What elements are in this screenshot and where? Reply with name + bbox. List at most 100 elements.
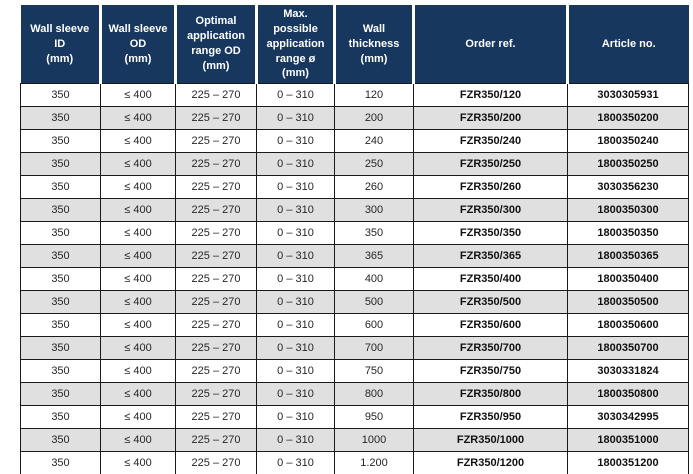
table-cell-wall_sleeve_id: 350 (20, 428, 101, 453)
table-cell-max_range_diameter: 0 – 310 (256, 221, 335, 246)
table-cell-optimal_range_od: 225 – 270 (175, 267, 257, 292)
table-cell-max_range_diameter: 0 – 310 (256, 198, 335, 223)
column-header-optimal-range-od: Optimal application range OD (mm) (175, 5, 258, 84)
table-cell-optimal_range_od: 225 – 270 (175, 428, 257, 453)
table-cell-wall_thickness: 260 (334, 175, 414, 200)
table-row: 350 ≤ 400 225 – 270 0 – 310 1000 FZR350/1000 1… (20, 428, 689, 453)
table-row: 350 ≤ 400 225 – 270 0 – 310 700 FZR350/700 180… (20, 336, 689, 361)
table-row: 350 ≤ 400 225 – 270 0 – 310 800 FZR350/800 180… (20, 382, 689, 407)
table-cell-wall_thickness: 500 (334, 290, 414, 315)
table-row: 350 ≤ 400 225 – 270 0 – 310 120 FZR350/120 303… (20, 83, 689, 108)
table-cell-article_no: 1800350250 (567, 152, 689, 177)
table-cell-max_range_diameter: 0 – 310 (256, 313, 335, 338)
table-row: 350 ≤ 400 225 – 270 0 – 310 240 FZR350/240 180… (20, 129, 689, 154)
table-cell-wall_sleeve_id: 350 (20, 313, 101, 338)
table-cell-max_range_diameter: 0 – 310 (256, 359, 335, 384)
table-cell-max_range_diameter: 0 – 310 (256, 290, 335, 315)
table-cell-wall_sleeve_id: 350 (20, 152, 101, 177)
table-cell-wall_thickness: 400 (334, 267, 414, 292)
column-header-wall-thickness: Wall thickness (mm) (334, 5, 415, 84)
table-cell-order_ref: FZR350/700 (413, 336, 568, 361)
table-cell-max_range_diameter: 0 – 310 (256, 405, 335, 430)
table-cell-max_range_diameter: 0 – 310 (256, 244, 335, 269)
table-cell-wall_sleeve_id: 350 (20, 382, 101, 407)
table-cell-max_range_diameter: 0 – 310 (256, 428, 335, 453)
column-header-article-no: Article no. (567, 5, 689, 84)
table-cell-max_range_diameter: 0 – 310 (256, 106, 335, 131)
table-cell-optimal_range_od: 225 – 270 (175, 221, 257, 246)
table-row: 350 ≤ 400 225 – 270 0 – 310 350 FZR350/350 180… (20, 221, 689, 246)
table-cell-article_no: 1800350200 (567, 106, 689, 131)
table-cell-optimal_range_od: 225 – 270 (175, 313, 257, 338)
table-cell-wall_sleeve_od: ≤ 400 (100, 336, 176, 361)
table-cell-order_ref: FZR350/1000 (413, 428, 568, 453)
table-cell-wall_thickness: 750 (334, 359, 414, 384)
table-cell-wall_sleeve_od: ≤ 400 (100, 106, 176, 131)
column-header-max-range-diameter: Max. possible application range ø (mm) (256, 5, 336, 84)
table-cell-wall_sleeve_id: 350 (20, 106, 101, 131)
table-header: Wall sleeve ID (mm) Wall sleeve OD (mm) … (20, 5, 689, 84)
table-header-row: Wall sleeve ID (mm) Wall sleeve OD (mm) … (20, 5, 689, 84)
table-cell-optimal_range_od: 225 – 270 (175, 152, 257, 177)
table-cell-wall_sleeve_od: ≤ 400 (100, 451, 176, 474)
table-cell-wall_thickness: 300 (334, 198, 414, 223)
table-cell-article_no: 1800350500 (567, 290, 689, 315)
table-cell-wall_sleeve_id: 350 (20, 83, 101, 108)
table-cell-wall_thickness: 1.200 (334, 451, 414, 474)
table-cell-wall_sleeve_od: ≤ 400 (100, 175, 176, 200)
table-cell-optimal_range_od: 225 – 270 (175, 290, 257, 315)
table-cell-wall_sleeve_od: ≤ 400 (100, 198, 176, 223)
table-cell-wall_thickness: 250 (334, 152, 414, 177)
table-cell-order_ref: FZR350/750 (413, 359, 568, 384)
table-cell-wall_sleeve_od: ≤ 400 (100, 129, 176, 154)
table-cell-max_range_diameter: 0 – 310 (256, 267, 335, 292)
table-cell-optimal_range_od: 225 – 270 (175, 106, 257, 131)
table-cell-order_ref: FZR350/950 (413, 405, 568, 430)
table-cell-max_range_diameter: 0 – 310 (256, 129, 335, 154)
table-row: 350 ≤ 400 225 – 270 0 – 310 260 FZR350/260 303… (20, 175, 689, 200)
table-cell-max_range_diameter: 0 – 310 (256, 83, 335, 108)
table-cell-wall_sleeve_od: ≤ 400 (100, 290, 176, 315)
table-cell-optimal_range_od: 225 – 270 (175, 244, 257, 269)
table-cell-optimal_range_od: 225 – 270 (175, 405, 257, 430)
table-cell-wall_thickness: 700 (334, 336, 414, 361)
table-cell-optimal_range_od: 225 – 270 (175, 336, 257, 361)
table-cell-wall_thickness: 120 (334, 83, 414, 108)
table-cell-max_range_diameter: 0 – 310 (256, 175, 335, 200)
table-cell-article_no: 3030342995 (567, 405, 689, 430)
table-cell-optimal_range_od: 225 – 270 (175, 451, 257, 474)
table-cell-article_no: 1800350300 (567, 198, 689, 223)
table-row: 350 ≤ 400 225 – 270 0 – 310 750 FZR350/750 303… (20, 359, 689, 384)
table-cell-wall_sleeve_od: ≤ 400 (100, 359, 176, 384)
table-cell-article_no: 1800350700 (567, 336, 689, 361)
table-cell-max_range_diameter: 0 – 310 (256, 336, 335, 361)
table-cell-wall_thickness: 1000 (334, 428, 414, 453)
table-cell-order_ref: FZR350/350 (413, 221, 568, 246)
table-row: 350 ≤ 400 225 – 270 0 – 310 300 FZR350/300 180… (20, 198, 689, 223)
table-row: 350 ≤ 400 225 – 270 0 – 310 500 FZR350/500 180… (20, 290, 689, 315)
table-cell-wall_thickness: 200 (334, 106, 414, 131)
table-row: 350 ≤ 400 225 – 270 0 – 310 1.200 FZR350/1200… (20, 451, 689, 474)
table-cell-order_ref: FZR350/260 (413, 175, 568, 200)
table-cell-wall_sleeve_id: 350 (20, 175, 101, 200)
table-body: 350 ≤ 400 225 – 270 0 – 310 120 FZR350/120 303… (20, 83, 689, 474)
table-row: 350 ≤ 400 225 – 270 0 – 310 200 FZR350/200 180… (20, 106, 689, 131)
table-cell-article_no: 1800350240 (567, 129, 689, 154)
table-cell-article_no: 3030305931 (567, 83, 689, 108)
table-cell-order_ref: FZR350/400 (413, 267, 568, 292)
table-cell-order_ref: FZR350/200 (413, 106, 568, 131)
table-cell-wall_sleeve_od: ≤ 400 (100, 152, 176, 177)
table-cell-wall_sleeve_id: 350 (20, 267, 101, 292)
table-cell-optimal_range_od: 225 – 270 (175, 198, 257, 223)
table-cell-wall_sleeve_id: 350 (20, 198, 101, 223)
table-cell-order_ref: FZR350/600 (413, 313, 568, 338)
table-cell-wall_sleeve_od: ≤ 400 (100, 382, 176, 407)
column-header-wall-sleeve-id: Wall sleeve ID (mm) (20, 5, 102, 84)
table-cell-order_ref: FZR350/240 (413, 129, 568, 154)
table-cell-article_no: 1800350600 (567, 313, 689, 338)
table-cell-wall_sleeve_id: 350 (20, 129, 101, 154)
table-cell-order_ref: FZR350/120 (413, 83, 568, 108)
table-cell-order_ref: FZR350/1200 (413, 451, 568, 474)
table-cell-wall_sleeve_id: 350 (20, 244, 101, 269)
table-cell-wall_sleeve_od: ≤ 400 (100, 405, 176, 430)
